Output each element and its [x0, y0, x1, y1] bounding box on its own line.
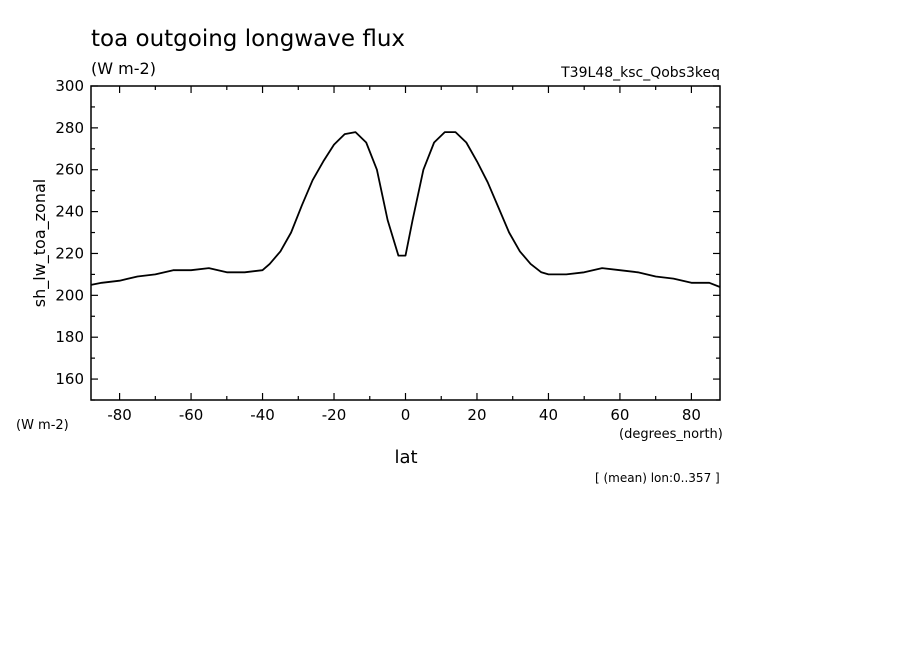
x-tick-label: -40	[250, 406, 275, 424]
y-axis-units: (W m-2)	[16, 418, 69, 433]
y-tick-label: 260	[55, 161, 84, 179]
x-axis-label: lat	[394, 447, 417, 468]
axis-ticks	[91, 85, 720, 401]
y-tick-label: 300	[55, 77, 84, 95]
x-tick-label: -20	[322, 406, 347, 424]
y-tick-label: 200	[55, 286, 84, 304]
y-tick-label: 160	[55, 370, 84, 388]
chart-units: (W m-2)	[91, 59, 156, 78]
x-tick-label: 60	[610, 406, 629, 424]
x-tick-label: -60	[179, 406, 204, 424]
x-tick-label: -80	[107, 406, 132, 424]
y-tick-label: 220	[55, 244, 84, 262]
x-tick-label: 0	[401, 406, 411, 424]
y-tick-label: 240	[55, 203, 84, 221]
x-tick-label: 20	[467, 406, 486, 424]
experiment-label: T39L48_ksc_Qobs3keq	[560, 65, 720, 81]
series-line	[90, 131, 721, 288]
y-tick-label: 280	[55, 119, 84, 137]
x-axis-units: (degrees_north)	[619, 427, 723, 442]
y-tick-labels: 160 180 200 220 240 260 280 300	[55, 77, 84, 388]
plot-frame	[90, 85, 721, 401]
x-tick-labels: -80 -60 -40 -20 0 20 40 60 80	[107, 406, 701, 424]
x-tick-label: 80	[682, 406, 701, 424]
y-axis-label: sh_lw_toa_zonal	[30, 179, 50, 307]
footnote: [ (mean) lon:0..357 ]	[595, 471, 720, 485]
chart-title: toa outgoing longwave flux	[91, 26, 405, 52]
x-tick-label: 40	[539, 406, 558, 424]
y-tick-label: 180	[55, 328, 84, 346]
